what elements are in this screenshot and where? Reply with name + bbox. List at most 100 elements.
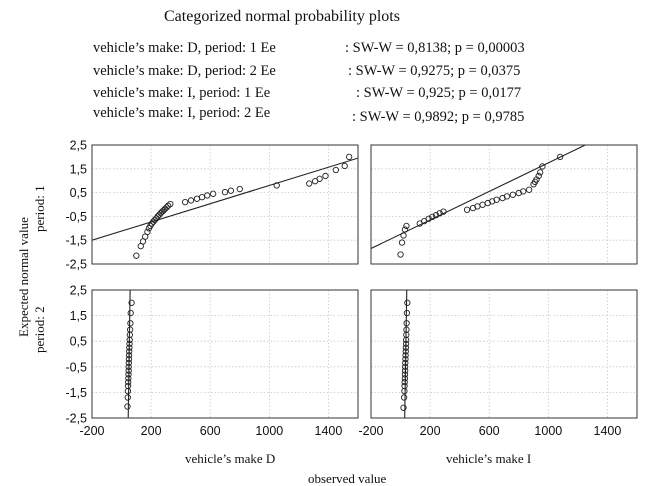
chart-title: Categorized normal probability plots <box>164 8 400 25</box>
data-point <box>127 320 134 327</box>
data-point <box>204 192 211 199</box>
data-point <box>436 210 443 217</box>
data-point <box>557 153 564 161</box>
data-point <box>128 299 135 306</box>
legend-stat-d-period-1: : SW-W = 0,8138; p = 0,00003 <box>345 40 525 56</box>
data-point <box>440 208 447 215</box>
column-label-make-i: vehicle’s make I <box>446 451 531 466</box>
data-point <box>133 252 140 259</box>
data-points <box>133 153 353 259</box>
x-tick-label: 600 <box>479 424 500 438</box>
x-axis-label: observed value <box>308 471 387 486</box>
data-point <box>124 403 131 410</box>
y-tick-label: 0,5 <box>70 186 87 200</box>
row-label-period-2: period: 2 <box>32 306 47 353</box>
panel-d-period-1 <box>91 144 359 265</box>
x-tick-label: 200 <box>420 424 441 438</box>
data-point <box>401 379 408 386</box>
data-point <box>402 359 409 367</box>
y-tick-label: 2,5 <box>70 284 87 298</box>
x-tick-labels: -200 200 600 1000 1400 -200 200 600 1000 1400 <box>79 424 621 438</box>
panels <box>91 144 638 419</box>
data-point <box>125 379 132 386</box>
y-tick-labels: 2,5 1,5 0,5 -0,5 -1,5 -2,5 2,5 1,5 0,5 -0,5 -1,5 -2… <box>65 139 87 426</box>
data-point <box>432 212 440 219</box>
data-point <box>401 382 408 390</box>
y-tick-label: -2,5 <box>65 412 87 426</box>
data-point <box>402 348 409 355</box>
data-points <box>397 153 564 258</box>
legend-label-d-period-1: vehicle’s make: D, period: 1 Ee <box>93 40 276 56</box>
data-point <box>525 186 533 193</box>
data-point <box>341 162 348 170</box>
data-point <box>404 299 411 306</box>
data-point <box>539 163 546 170</box>
data-point <box>125 367 132 374</box>
data-point <box>463 206 471 213</box>
data-point <box>401 367 409 374</box>
data-point <box>322 172 329 180</box>
data-point <box>479 201 486 208</box>
data-point <box>401 371 409 378</box>
data-point <box>403 326 410 333</box>
data-point <box>509 191 517 198</box>
data-point <box>227 187 235 194</box>
data-point <box>126 326 134 333</box>
y-tick-label: -1,5 <box>65 386 87 400</box>
grid <box>91 144 358 265</box>
data-point <box>125 359 132 367</box>
x-tick-label: -200 <box>79 424 104 438</box>
panel-i-period-2 <box>370 289 638 419</box>
data-point <box>493 196 500 203</box>
data-point <box>402 355 409 363</box>
data-point <box>125 363 132 370</box>
column-label-make-d: vehicle’s make D <box>185 451 275 466</box>
data-point <box>403 309 411 317</box>
data-points <box>124 299 135 410</box>
data-point <box>124 382 132 390</box>
data-point <box>193 195 201 202</box>
y-axis-label: Expected normal value <box>16 217 31 337</box>
legend-stat-d-period-2: : SW-W = 0,9275; p = 0,0375 <box>348 63 520 79</box>
data-point <box>125 352 133 359</box>
data-point <box>400 404 407 411</box>
x-tick-label: 1400 <box>594 424 622 438</box>
data-point <box>210 190 217 197</box>
data-point <box>400 394 408 401</box>
panel-frame <box>91 144 359 265</box>
y-tick-label: 2,5 <box>70 139 87 153</box>
data-point <box>397 251 404 258</box>
x-tick-label: 1000 <box>255 424 283 438</box>
data-point <box>125 371 132 378</box>
data-point <box>126 340 133 347</box>
x-tick-label: 200 <box>141 424 162 438</box>
data-point <box>273 182 280 189</box>
data-point <box>402 340 410 347</box>
y-tick-label: 0,5 <box>70 335 87 349</box>
data-point <box>127 309 134 317</box>
data-point <box>163 204 170 211</box>
data-point <box>221 188 229 196</box>
x-tick-label: 1000 <box>534 424 562 438</box>
data-point <box>402 344 410 351</box>
data-point <box>124 394 131 401</box>
data-point <box>316 175 323 182</box>
data-point <box>401 226 409 233</box>
y-tick-label: 1,5 <box>70 309 87 323</box>
data-point <box>425 215 432 222</box>
y-tick-label: 1,5 <box>70 162 87 176</box>
data-point <box>332 166 339 174</box>
grid <box>370 289 637 419</box>
data-point <box>537 169 544 176</box>
x-tick-label: 1400 <box>315 424 343 438</box>
data-point <box>403 222 410 230</box>
y-tick-label: -0,5 <box>65 210 87 224</box>
data-point <box>401 375 408 382</box>
data-point <box>401 363 409 370</box>
y-tick-label: -1,5 <box>65 234 87 248</box>
legend: vehicle’s make: D, period: 1 Ee : SW-W =… <box>93 40 525 125</box>
legend-stat-i-period-1: : SW-W = 0,925; p = 0,0177 <box>356 85 521 101</box>
data-point <box>345 153 353 161</box>
data-point <box>400 232 407 239</box>
